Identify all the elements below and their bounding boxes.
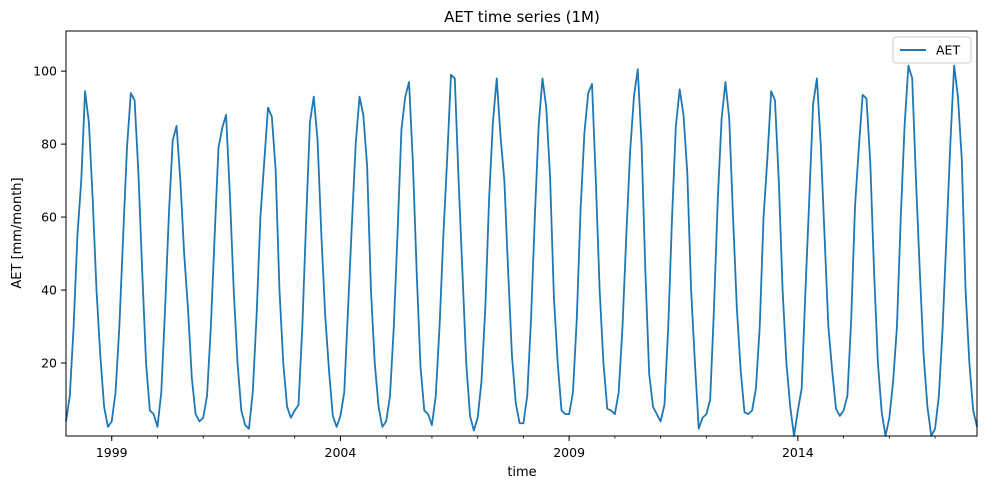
series-line-aet: [65, 64, 978, 437]
x-tick-label: 1999: [96, 445, 128, 460]
y-tick-label: 80: [41, 137, 57, 152]
x-tick-label: 2014: [782, 445, 814, 460]
plot-area: [65, 30, 978, 437]
y-tick-label: 40: [41, 283, 57, 298]
y-tick-label: 60: [41, 210, 57, 225]
y-axis: 20 40 60 80 100: [33, 64, 66, 371]
legend: AET: [892, 36, 972, 64]
y-tick-label: 100: [33, 64, 57, 79]
x-axis: 1999 2004 2009 2014: [96, 436, 936, 460]
y-tick-label: 20: [41, 356, 57, 371]
plot-frame: [65, 30, 978, 437]
chart-title: AET time series (1M): [444, 8, 600, 26]
x-tick-label: 2004: [325, 445, 357, 460]
legend-label-aet: AET: [936, 43, 960, 58]
legend-box: [892, 36, 972, 64]
x-tick-label: 2009: [553, 445, 585, 460]
y-axis-label: AET [mm/month]: [10, 177, 25, 288]
x-axis-label: time: [507, 465, 536, 480]
